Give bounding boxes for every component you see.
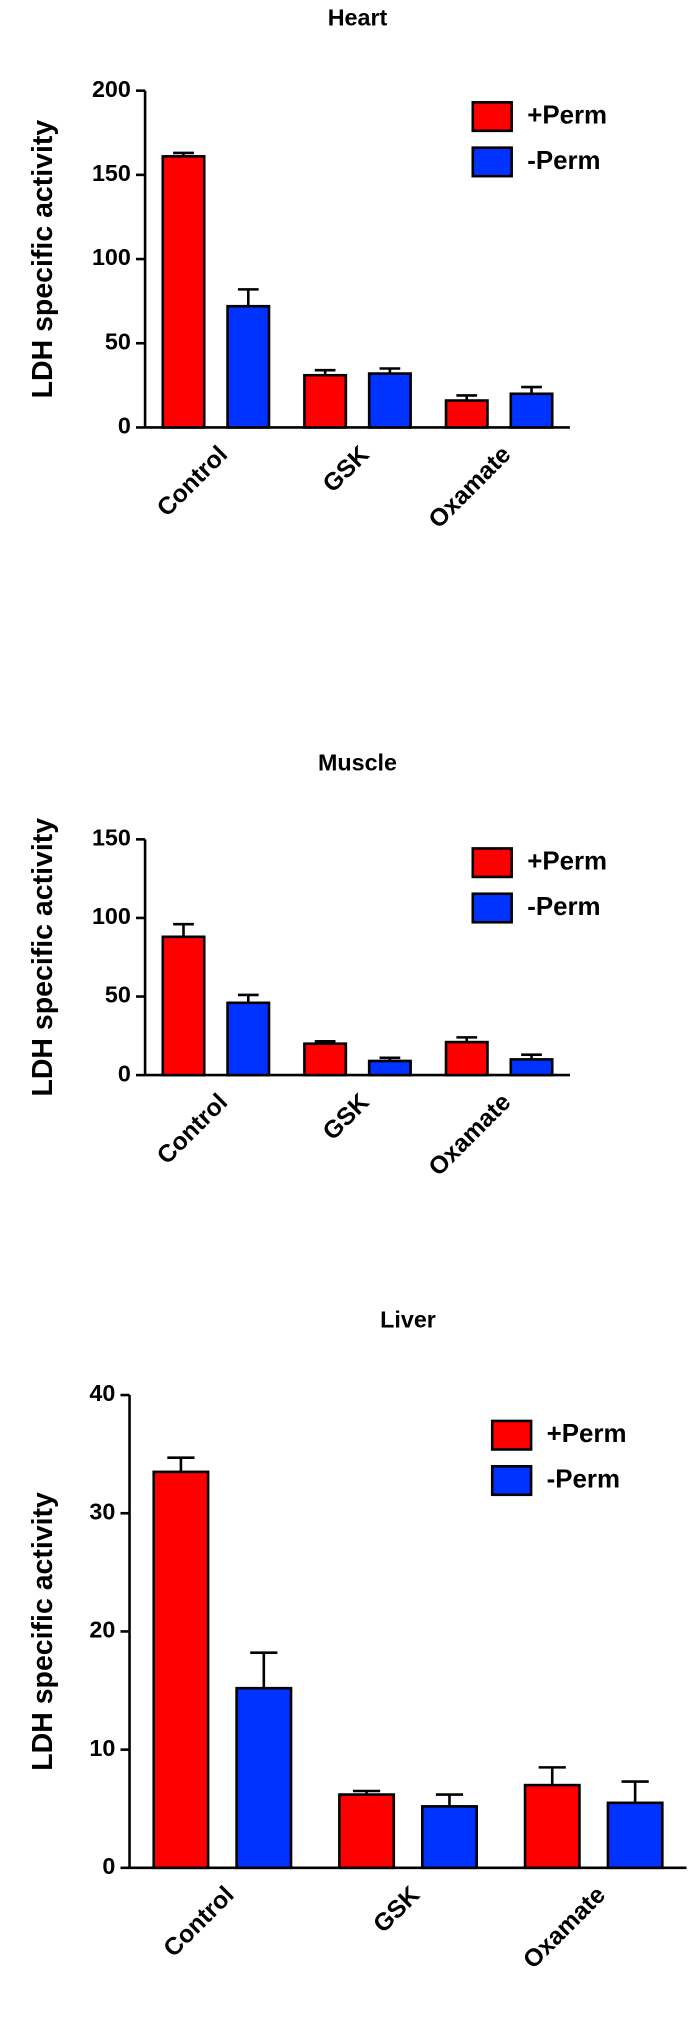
y-tick-label: 100 (92, 903, 131, 929)
bar (367, 1059, 412, 1077)
legend-label: -Perm (527, 147, 600, 175)
legend-swatch (471, 101, 513, 133)
x-tick-label: GSK (368, 1881, 425, 1938)
y-tick-label: 40 (89, 1380, 115, 1406)
bar (226, 1001, 271, 1077)
y-axis-label: LDH specific activity (27, 1492, 59, 1771)
y-tick-label: 200 (92, 76, 131, 102)
legend-swatch (471, 146, 513, 178)
bar (161, 935, 206, 1077)
legend-label: +Perm (527, 101, 607, 129)
legend-label: -Perm (547, 1465, 620, 1493)
x-tick-label: Oxamate (424, 1089, 517, 1182)
y-tick-label: 0 (118, 1060, 131, 1086)
x-tick-label: Control (152, 1089, 233, 1170)
bar (523, 1783, 581, 1870)
x-tick-label: Control (159, 1881, 240, 1962)
bar (509, 392, 554, 429)
chart-title: Liver (380, 1306, 436, 1332)
bar (444, 1040, 489, 1077)
legend-label: +Perm (547, 1420, 627, 1448)
x-tick-label: GSK (318, 1089, 375, 1146)
chart-title: Muscle (318, 749, 397, 775)
bar (161, 155, 206, 429)
y-tick-label: 0 (118, 413, 131, 439)
chart-title: Heart (328, 5, 388, 31)
bar (303, 1042, 348, 1077)
legend-swatch (490, 1419, 533, 1451)
bar (303, 373, 348, 429)
y-tick-label: 150 (92, 825, 131, 851)
legend-swatch (490, 1464, 533, 1497)
y-axis-label: LDH specific activity (27, 818, 59, 1097)
legend-swatch (471, 847, 513, 879)
x-tick-label: GSK (318, 441, 375, 498)
x-tick-label: Oxamate (424, 441, 517, 534)
y-tick-label: 100 (92, 244, 131, 270)
bar (152, 1470, 210, 1870)
bar (338, 1793, 396, 1870)
legend-label: +Perm (527, 848, 607, 876)
bar (226, 304, 271, 429)
bar (509, 1058, 554, 1077)
bar (367, 372, 412, 429)
y-tick-label: 50 (105, 328, 131, 354)
bar (444, 399, 489, 429)
y-tick-label: 30 (89, 1498, 115, 1524)
bar (606, 1801, 664, 1870)
y-tick-label: 20 (89, 1617, 115, 1643)
y-tick-label: 10 (89, 1735, 115, 1761)
bar (235, 1686, 293, 1870)
legend-label: -Perm (527, 893, 600, 921)
bar (420, 1805, 478, 1870)
y-tick-label: 0 (102, 1853, 115, 1879)
y-tick-label: 50 (105, 982, 131, 1008)
legend-swatch (471, 892, 513, 924)
y-axis-label: LDH specific activity (27, 120, 59, 399)
x-tick-label: Oxamate (518, 1881, 611, 1974)
x-tick-label: Control (152, 441, 233, 522)
y-tick-label: 150 (92, 160, 131, 186)
